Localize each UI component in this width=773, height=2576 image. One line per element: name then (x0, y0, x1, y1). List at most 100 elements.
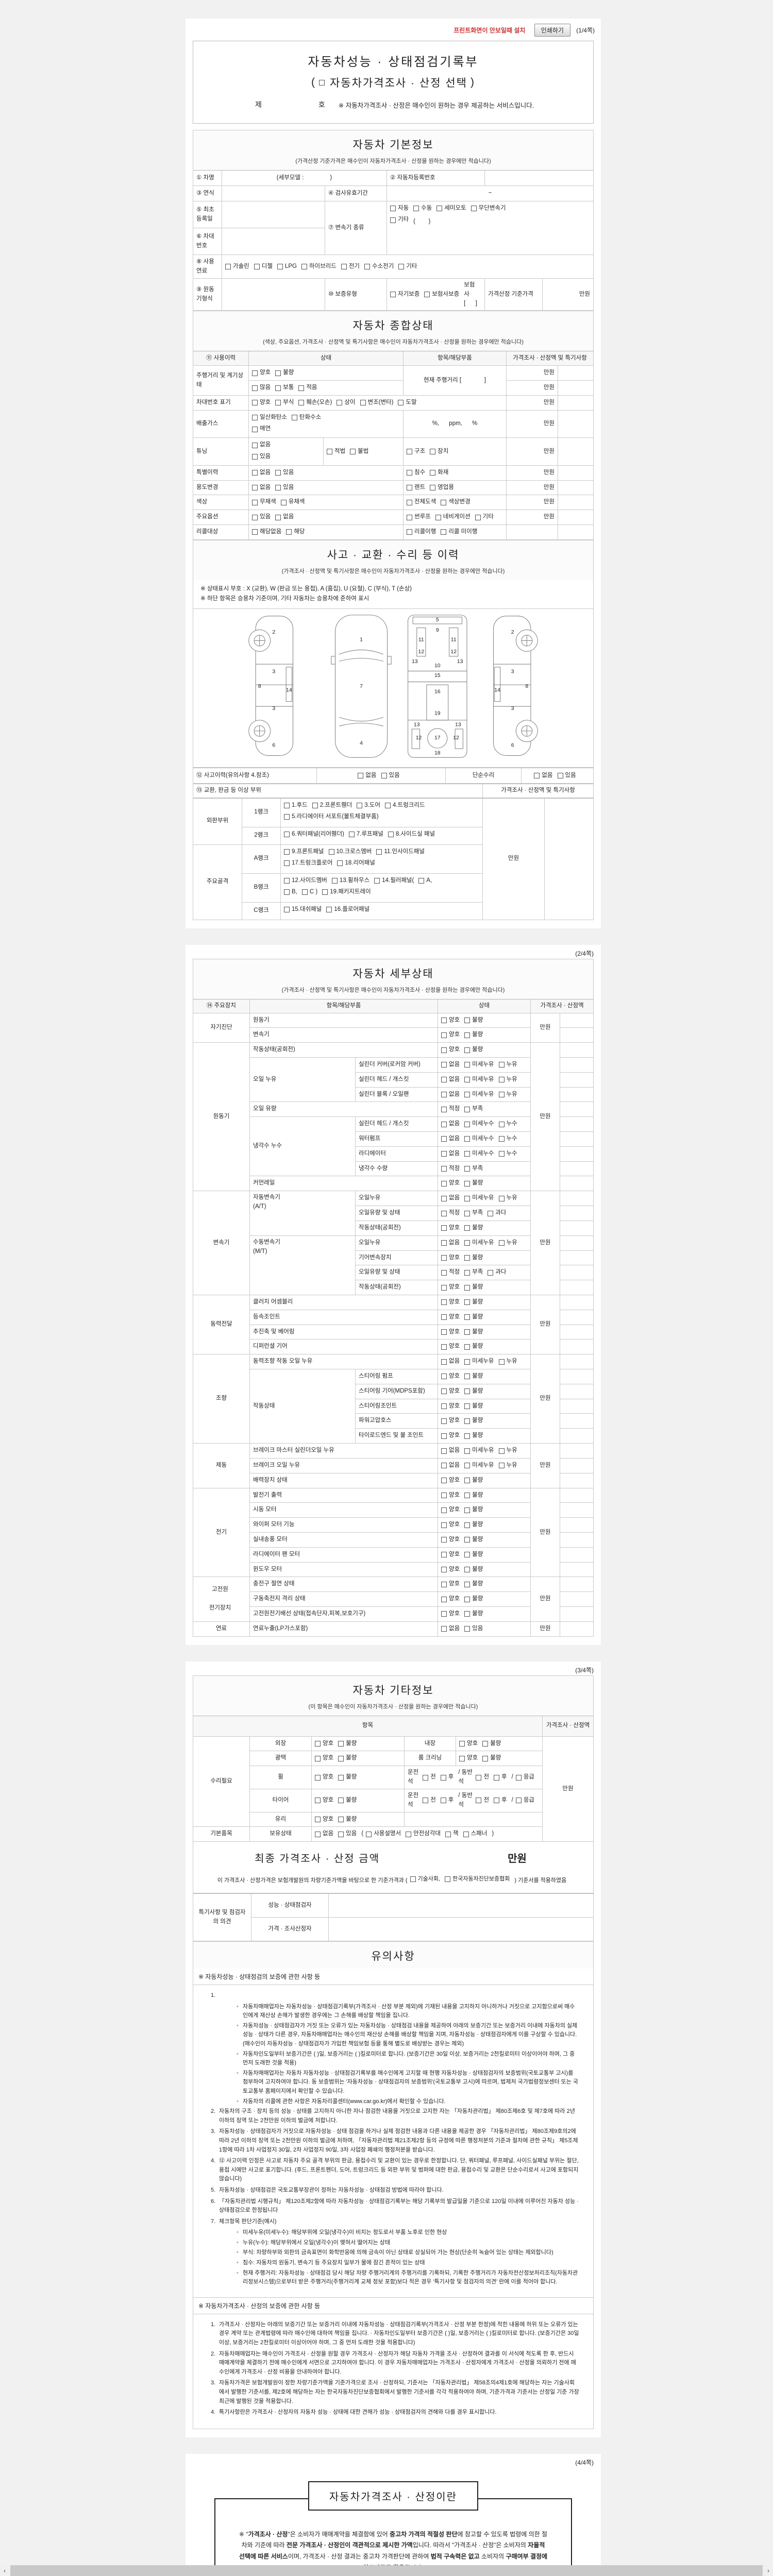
checkbox[interactable] (464, 1374, 470, 1380)
checkbox[interactable] (482, 1741, 489, 1747)
checkbox[interactable] (360, 400, 366, 406)
checkbox[interactable] (254, 264, 260, 269)
checkbox[interactable] (464, 1596, 470, 1602)
checkbox[interactable] (441, 1581, 447, 1587)
checkbox[interactable] (252, 385, 258, 391)
checkbox[interactable] (315, 1755, 321, 1761)
checkbox[interactable] (441, 1611, 447, 1617)
checkbox[interactable] (441, 1567, 447, 1572)
checkbox[interactable] (441, 1121, 447, 1127)
checkbox[interactable] (398, 400, 404, 406)
checkbox[interactable] (441, 1344, 447, 1350)
checkbox[interactable] (398, 264, 405, 269)
checkbox[interactable] (423, 1798, 429, 1804)
checkbox[interactable] (350, 449, 356, 455)
checkbox[interactable] (459, 1741, 465, 1747)
checkbox[interactable] (464, 1329, 470, 1335)
checkbox[interactable] (322, 889, 328, 895)
checkbox[interactable] (252, 415, 258, 421)
checkbox[interactable] (464, 1151, 470, 1157)
checkbox[interactable] (326, 907, 332, 913)
checkbox[interactable] (441, 1017, 447, 1023)
checkbox[interactable] (366, 1831, 372, 1837)
checkbox[interactable] (407, 529, 412, 535)
checkbox[interactable] (413, 206, 419, 212)
checkbox[interactable] (441, 1047, 447, 1053)
checkbox[interactable] (430, 470, 436, 476)
checkbox[interactable] (364, 264, 371, 269)
checkbox[interactable] (498, 1121, 505, 1127)
checkbox[interactable] (464, 1344, 470, 1350)
checkbox[interactable] (464, 1017, 470, 1023)
checkbox[interactable] (337, 860, 343, 867)
checkbox[interactable] (252, 484, 258, 490)
checkbox[interactable] (464, 1121, 470, 1127)
checkbox[interactable] (381, 772, 387, 778)
checkbox[interactable] (445, 1831, 451, 1837)
checkbox[interactable] (464, 1269, 470, 1276)
checkbox[interactable] (441, 529, 447, 535)
checkbox[interactable] (464, 1299, 470, 1306)
checkbox[interactable] (298, 385, 305, 391)
checkbox[interactable] (441, 1195, 447, 1201)
checkbox[interactable] (441, 1210, 447, 1216)
checkbox[interactable] (441, 1388, 447, 1395)
checkbox[interactable] (498, 1092, 505, 1097)
checkbox[interactable] (430, 484, 436, 490)
checkbox[interactable] (441, 1240, 447, 1246)
checkbox[interactable] (441, 1359, 447, 1365)
checkbox[interactable] (388, 832, 394, 838)
checkbox[interactable] (424, 292, 430, 298)
checkbox[interactable] (459, 1755, 465, 1761)
checkbox[interactable] (464, 1210, 470, 1216)
checkbox[interactable] (464, 1567, 470, 1572)
checkbox[interactable] (338, 1816, 344, 1822)
checkbox[interactable] (441, 1507, 447, 1513)
checkbox[interactable] (498, 1136, 505, 1142)
checkbox[interactable] (464, 1359, 470, 1365)
checkbox[interactable] (441, 1463, 447, 1469)
checkbox[interactable] (441, 1596, 447, 1602)
checkbox[interactable] (357, 803, 363, 809)
checkbox[interactable] (407, 499, 412, 505)
checkbox[interactable] (441, 1374, 447, 1380)
checkbox[interactable] (498, 1240, 505, 1246)
checkbox[interactable] (275, 370, 281, 376)
checkbox[interactable] (341, 264, 347, 269)
checkbox[interactable] (441, 1418, 447, 1424)
checkbox[interactable] (252, 529, 258, 535)
checkbox[interactable] (441, 499, 447, 505)
checkbox[interactable] (390, 206, 396, 212)
checkbox[interactable] (464, 1448, 470, 1454)
checkbox[interactable] (498, 1463, 505, 1469)
checkbox[interactable] (464, 1478, 470, 1484)
checkbox[interactable] (284, 803, 290, 809)
checkbox[interactable] (464, 1388, 470, 1395)
checkbox[interactable] (441, 1522, 447, 1528)
checkbox[interactable] (557, 772, 563, 778)
checkbox[interactable] (464, 1403, 470, 1410)
checkbox[interactable] (441, 1478, 447, 1484)
checkbox[interactable] (441, 1151, 447, 1157)
checkbox[interactable] (470, 206, 477, 212)
checkbox[interactable] (315, 1798, 321, 1804)
checkbox[interactable] (482, 1755, 489, 1761)
scrollbar-thumb[interactable] (10, 2565, 763, 2576)
checkbox[interactable] (337, 400, 343, 406)
checkbox[interactable] (441, 1077, 447, 1083)
checkbox[interactable] (464, 1492, 470, 1498)
checkbox[interactable] (464, 1418, 470, 1424)
checkbox[interactable] (284, 889, 290, 895)
checkbox[interactable] (441, 1032, 447, 1038)
checkbox[interactable] (385, 803, 391, 809)
checkbox[interactable] (376, 849, 382, 855)
checkbox[interactable] (338, 1798, 344, 1804)
checkbox[interactable] (358, 772, 364, 778)
checkbox[interactable] (280, 499, 287, 505)
checkbox[interactable] (252, 470, 258, 476)
checkbox[interactable] (464, 1433, 470, 1439)
checkbox[interactable] (464, 1077, 470, 1083)
checkbox[interactable] (498, 1151, 505, 1157)
checkbox[interactable] (441, 1448, 447, 1454)
checkbox[interactable] (252, 499, 258, 505)
